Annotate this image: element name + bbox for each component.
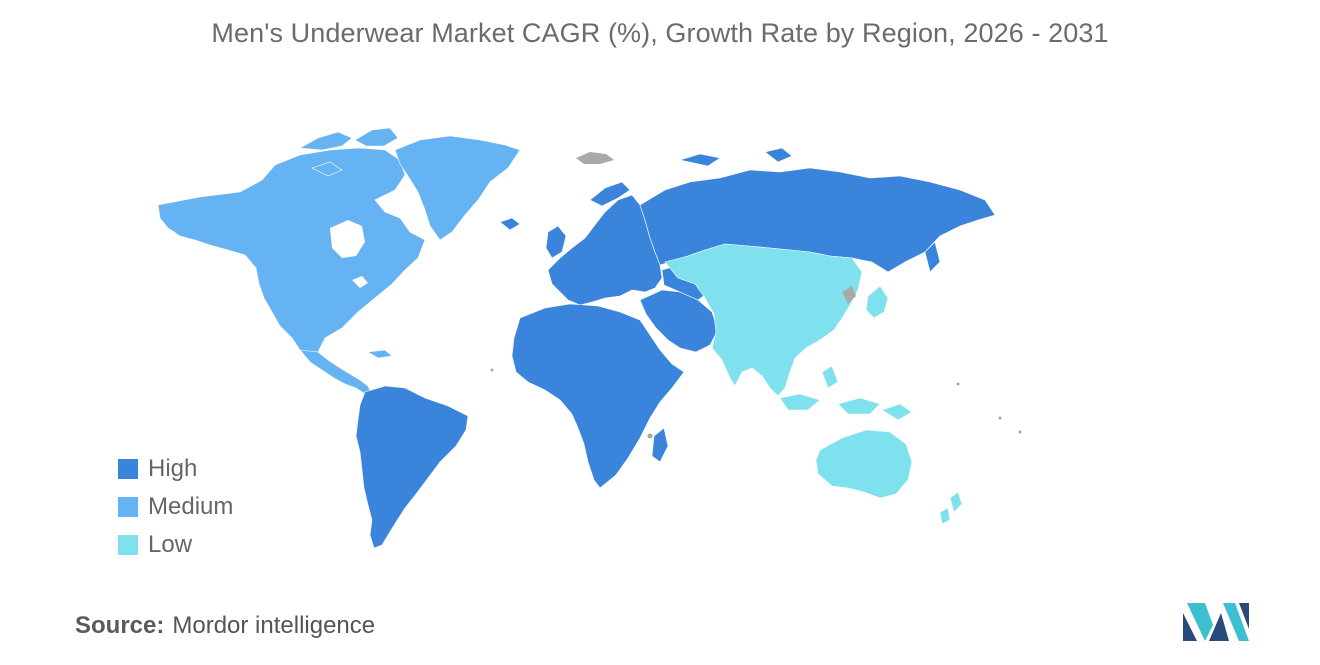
source-note: Source: Mordor intelligence bbox=[75, 612, 375, 640]
region-australia bbox=[815, 429, 913, 499]
legend-swatch-low bbox=[118, 535, 138, 555]
great-lakes bbox=[352, 276, 368, 288]
region-russia bbox=[639, 147, 996, 273]
map-legend: High Medium Low bbox=[118, 450, 233, 564]
region-new-zealand bbox=[939, 491, 963, 525]
mordor-intelligence-logo-icon bbox=[1183, 603, 1249, 641]
legend-label-high: High bbox=[148, 455, 198, 482]
region-asia-pacific bbox=[664, 243, 913, 421]
region-no-data bbox=[490, 152, 1022, 439]
hudson-bay bbox=[330, 220, 365, 258]
legend-item-low: Low bbox=[118, 526, 233, 564]
legend-item-high: High bbox=[118, 450, 233, 488]
region-europe bbox=[499, 181, 663, 306]
chart-title: Men's Underwear Market CAGR (%), Growth … bbox=[211, 18, 1109, 48]
region-south-america bbox=[355, 385, 469, 549]
legend-label-medium: Medium bbox=[148, 493, 234, 520]
region-africa bbox=[511, 303, 685, 489]
region-north-america bbox=[157, 127, 426, 395]
source-label: Source: bbox=[75, 612, 165, 639]
legend-item-medium: Medium bbox=[118, 488, 233, 526]
legend-label-low: Low bbox=[148, 531, 193, 558]
legend-swatch-high bbox=[118, 459, 138, 479]
legend-swatch-medium bbox=[118, 497, 138, 517]
region-greenland bbox=[394, 135, 521, 241]
source-value: Mordor intelligence bbox=[172, 612, 376, 639]
